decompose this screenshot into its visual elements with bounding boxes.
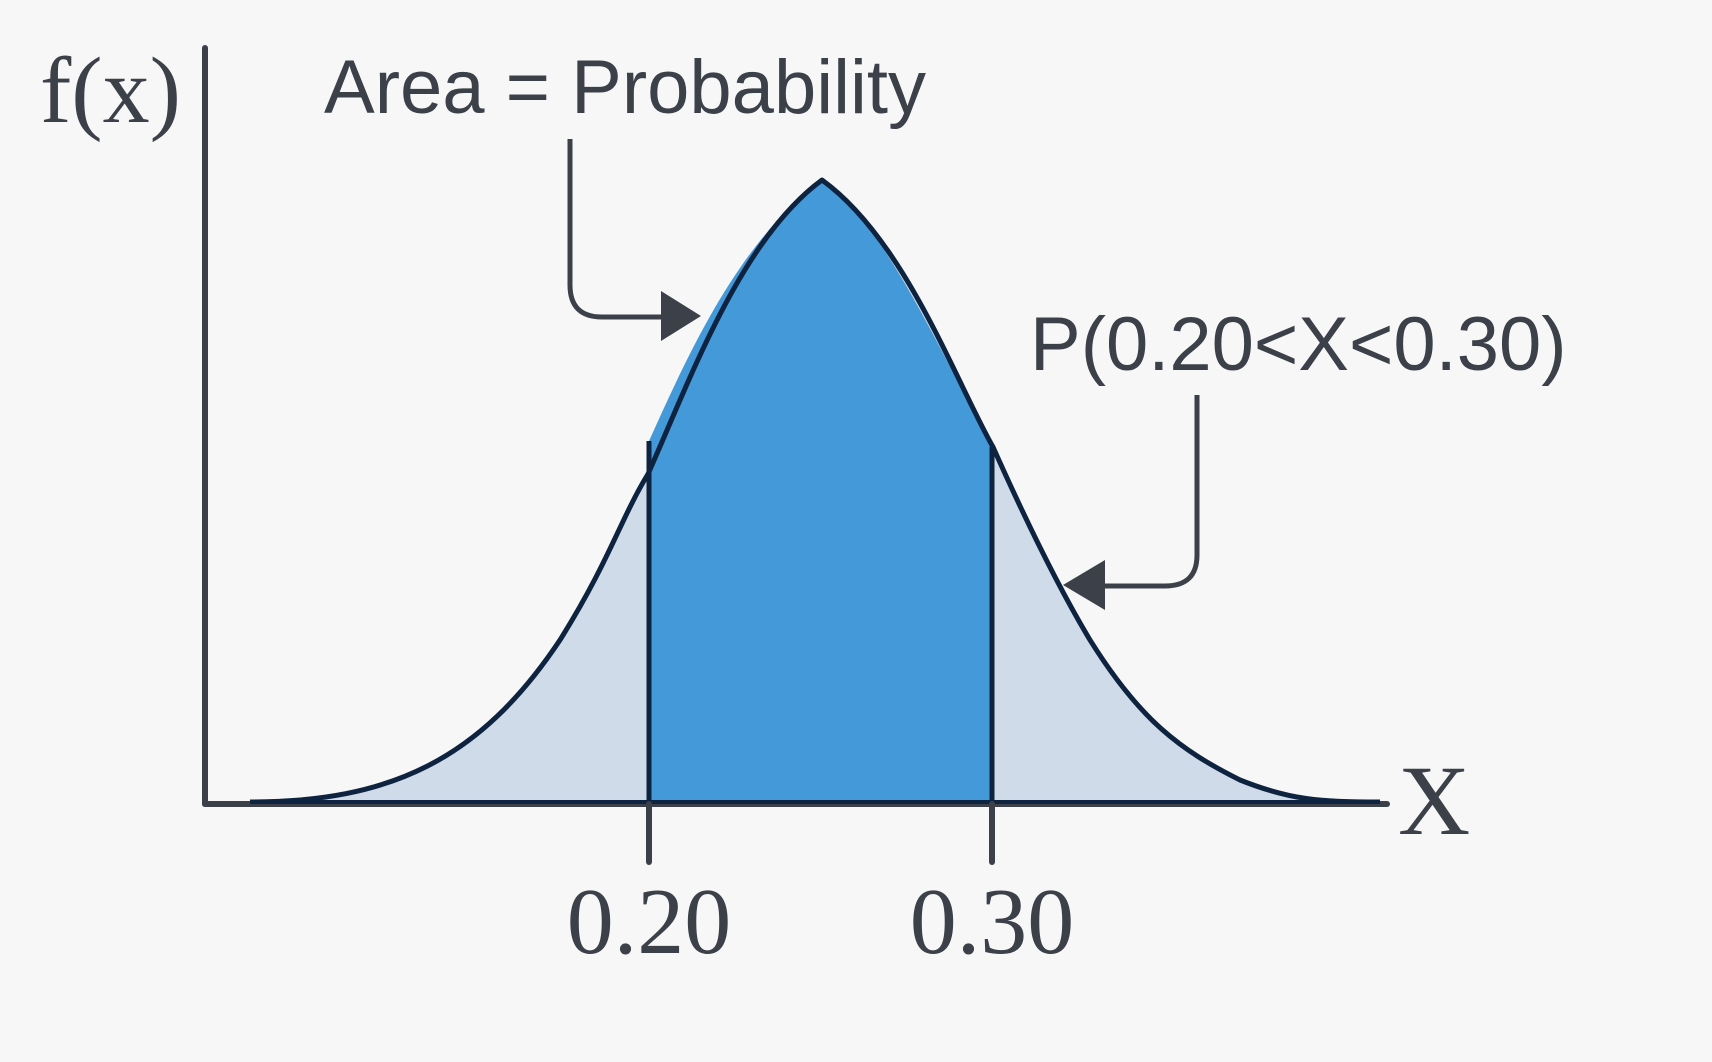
arrow-left-icon bbox=[1063, 560, 1105, 610]
tick-label-low: 0.20 bbox=[567, 870, 732, 974]
prob-callout-connector bbox=[1104, 395, 1200, 589]
area-callout-connector bbox=[567, 139, 664, 320]
tick-label-high: 0.30 bbox=[910, 870, 1075, 974]
x-axis-label: X bbox=[1398, 745, 1470, 856]
density-curve bbox=[249, 177, 1381, 805]
probability-area bbox=[649, 180, 992, 802]
arrow-right-icon bbox=[661, 291, 701, 341]
area-callout-text: Area = Probability bbox=[324, 45, 926, 130]
prob-callout-text: P(0.20<X<0.30) bbox=[1030, 302, 1567, 387]
y-axis-label: f(x) bbox=[40, 39, 181, 143]
